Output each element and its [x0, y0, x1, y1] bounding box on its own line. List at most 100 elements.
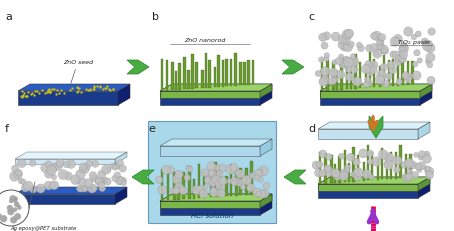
Circle shape: [340, 44, 349, 52]
Circle shape: [218, 164, 226, 173]
Circle shape: [82, 164, 90, 172]
Circle shape: [20, 179, 26, 185]
Circle shape: [320, 76, 330, 86]
Circle shape: [394, 35, 402, 44]
Circle shape: [45, 161, 51, 167]
Polygon shape: [160, 139, 272, 146]
Circle shape: [209, 178, 218, 187]
Polygon shape: [318, 177, 430, 184]
Bar: [222, 61, 224, 87]
Circle shape: [345, 66, 353, 73]
Circle shape: [319, 150, 327, 158]
Circle shape: [204, 177, 211, 184]
Circle shape: [339, 60, 348, 69]
Circle shape: [365, 80, 372, 88]
Bar: [348, 163, 350, 182]
Circle shape: [21, 184, 30, 192]
Polygon shape: [15, 187, 127, 194]
Circle shape: [230, 164, 238, 172]
Circle shape: [344, 30, 353, 40]
Polygon shape: [160, 201, 260, 215]
Polygon shape: [282, 61, 304, 75]
Circle shape: [365, 77, 370, 83]
Bar: [371, 153, 373, 180]
Circle shape: [353, 159, 360, 166]
Bar: [395, 152, 397, 179]
Circle shape: [330, 72, 335, 77]
Polygon shape: [320, 85, 432, 92]
Circle shape: [339, 154, 345, 160]
Circle shape: [412, 72, 421, 81]
Circle shape: [418, 155, 424, 160]
Circle shape: [99, 185, 106, 192]
Bar: [386, 153, 388, 179]
Polygon shape: [115, 152, 127, 164]
Circle shape: [377, 45, 382, 51]
Circle shape: [370, 33, 377, 40]
Polygon shape: [15, 194, 115, 204]
Circle shape: [367, 71, 373, 77]
Circle shape: [253, 188, 262, 197]
Circle shape: [397, 55, 406, 64]
Circle shape: [202, 185, 207, 190]
Circle shape: [425, 44, 435, 54]
Circle shape: [104, 178, 111, 185]
Bar: [388, 61, 390, 87]
Circle shape: [372, 32, 381, 41]
Circle shape: [254, 175, 260, 181]
Circle shape: [30, 160, 36, 167]
Circle shape: [88, 184, 97, 193]
Circle shape: [162, 166, 171, 175]
Circle shape: [114, 164, 120, 170]
Circle shape: [425, 167, 434, 176]
Circle shape: [16, 170, 22, 176]
Circle shape: [49, 181, 59, 190]
Bar: [392, 60, 394, 86]
Circle shape: [419, 151, 425, 158]
Circle shape: [345, 30, 354, 39]
Circle shape: [372, 157, 381, 167]
Bar: [219, 169, 221, 197]
Bar: [379, 67, 381, 87]
Circle shape: [370, 61, 378, 70]
Circle shape: [347, 154, 355, 162]
Polygon shape: [118, 85, 130, 106]
Polygon shape: [260, 194, 272, 208]
Circle shape: [51, 175, 57, 180]
Circle shape: [24, 181, 33, 191]
Circle shape: [167, 166, 174, 174]
Bar: [390, 152, 392, 179]
Circle shape: [256, 169, 263, 176]
Circle shape: [199, 190, 208, 198]
Circle shape: [49, 163, 58, 172]
Circle shape: [370, 44, 379, 53]
Circle shape: [213, 165, 219, 171]
Circle shape: [417, 167, 422, 173]
Polygon shape: [318, 129, 418, 139]
Bar: [182, 173, 185, 200]
Circle shape: [395, 56, 402, 62]
Circle shape: [376, 40, 383, 46]
Polygon shape: [318, 122, 430, 129]
Circle shape: [95, 178, 104, 186]
Circle shape: [377, 77, 384, 84]
Circle shape: [185, 165, 190, 170]
Circle shape: [399, 47, 406, 55]
Bar: [234, 53, 237, 86]
Circle shape: [316, 161, 323, 168]
Circle shape: [359, 149, 368, 158]
Circle shape: [117, 160, 123, 167]
Circle shape: [405, 173, 413, 180]
Circle shape: [10, 172, 19, 181]
Circle shape: [410, 162, 417, 169]
Circle shape: [377, 40, 384, 46]
Bar: [195, 63, 198, 89]
Circle shape: [399, 45, 409, 54]
Bar: [344, 150, 346, 182]
Circle shape: [378, 150, 388, 160]
Circle shape: [179, 186, 185, 192]
Circle shape: [332, 60, 337, 66]
Circle shape: [47, 165, 56, 175]
Polygon shape: [160, 201, 260, 208]
Bar: [363, 163, 365, 181]
